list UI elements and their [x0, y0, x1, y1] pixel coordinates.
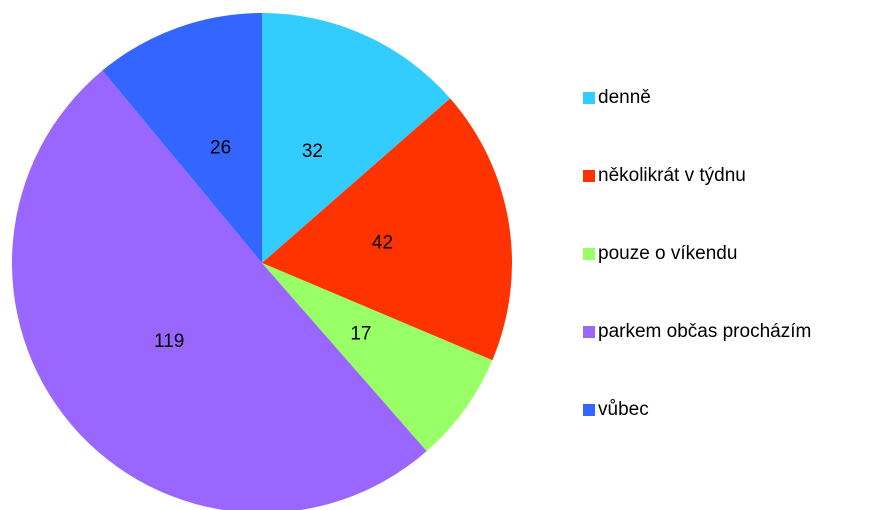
legend-swatch	[583, 92, 595, 104]
legend-swatch	[583, 404, 595, 416]
pie-slice	[12, 70, 427, 510]
legend-label: vůbec	[598, 399, 649, 420]
pie-slice	[102, 13, 262, 263]
legend-swatch	[583, 170, 595, 182]
legend-swatch	[583, 326, 595, 338]
data-label: 17	[350, 323, 371, 344]
pie-slice	[262, 13, 451, 263]
data-label: 42	[372, 233, 393, 254]
pie-slice	[262, 98, 513, 361]
pie-slice	[262, 263, 493, 452]
data-label: 119	[154, 331, 184, 352]
legend-swatch	[583, 248, 595, 260]
legend-label: pouze o víkendu	[598, 243, 737, 264]
data-label: 26	[210, 137, 231, 158]
legend-label: několikrát v týdnu	[598, 165, 746, 186]
data-label: 32	[302, 141, 323, 162]
legend-label: denně	[598, 87, 651, 108]
legend-label: parkem občas procházím	[598, 321, 811, 342]
